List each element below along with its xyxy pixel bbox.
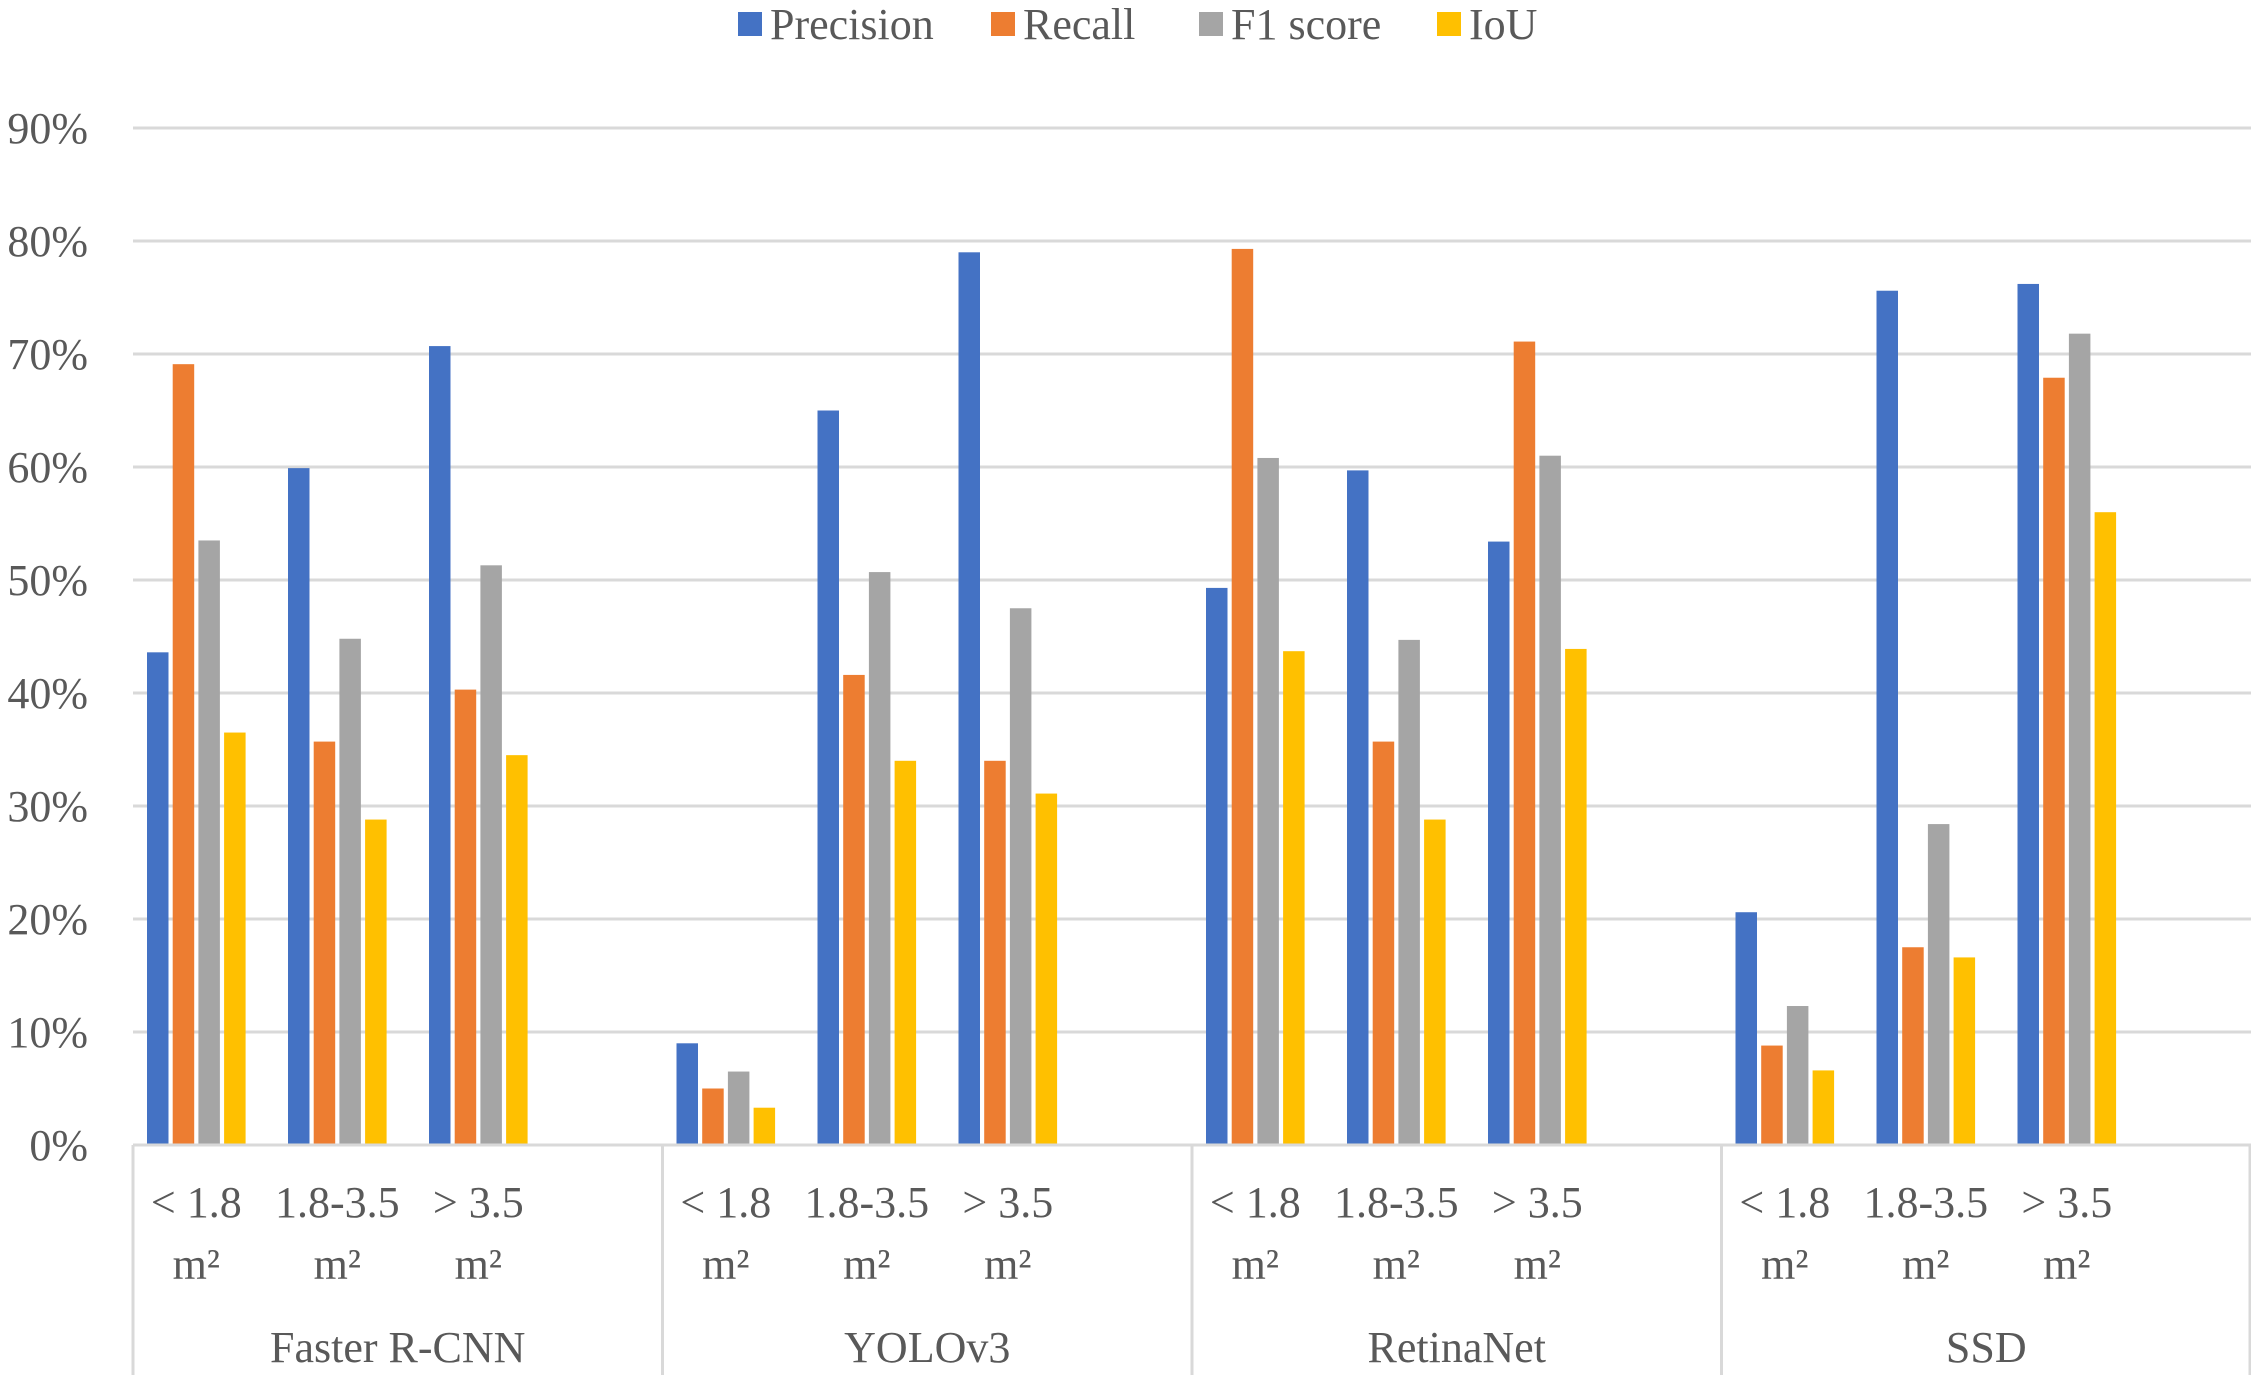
category-label: > 3.5 [962,1178,1053,1227]
bar-precision [958,252,980,1146]
bar-f1-score [1786,1006,1809,1145]
bar-f1-score [339,638,361,1145]
category-label: m² [314,1240,361,1289]
bar-iou [1035,793,1058,1145]
group-label: RetinaNet [1368,1323,1546,1372]
y-tick-label: 30% [7,782,88,831]
group-label: Faster R-CNN [270,1323,525,1372]
legend-swatch [1199,12,1223,36]
category-label: m² [1232,1240,1279,1289]
bar-f1-score [2068,333,2091,1145]
y-tick-label: 20% [7,895,88,944]
bar-recall [172,364,195,1145]
group-label: SSD [1946,1323,2027,1372]
bar-recall [454,689,477,1145]
bar-iou [2094,512,2117,1145]
legend-label: Precision [770,0,934,49]
y-tick-label: 80% [7,217,88,266]
bar-recall [1231,248,1254,1145]
group-label: YOLOv3 [844,1323,1010,1372]
bar-iou [753,1107,776,1145]
bar-f1-score [1927,824,1950,1145]
bar-precision [147,652,169,1145]
y-axis: 0% 10% 20% 30% 40% 50% 60% 70% 80% 90% [7,104,88,1170]
category-label: m² [702,1240,749,1289]
legend-label: F1 score [1231,0,1381,49]
bar-f1-score [1257,457,1279,1146]
category-label: < 1.8 [680,1178,771,1227]
category-label: > 3.5 [1492,1178,1583,1227]
bar-recall [1372,741,1395,1145]
bar-recall [1761,1045,1783,1145]
category-label: > 3.5 [433,1178,524,1227]
category-label: m² [2043,1240,2090,1289]
bar-recall [702,1088,724,1145]
legend: Precision Recall F1 score IoU [738,0,1537,49]
legend-swatch [991,12,1015,36]
bar-recall [2043,377,2065,1146]
category-label: 1.8-3.5 [804,1178,929,1227]
category-label: 1.8-3.5 [275,1178,400,1227]
category-label: m² [1373,1240,1420,1289]
bar-precision [1206,587,1228,1145]
category-label: m² [984,1240,1031,1289]
category-label: 1.8-3.5 [1863,1178,1988,1227]
y-tick-label: 90% [7,104,88,153]
bar-f1-score [198,540,220,1145]
y-tick-label: 50% [7,556,88,605]
bar-precision [676,1043,698,1145]
bar-recall [1902,947,1924,1145]
bar-iou [1424,819,1446,1145]
bar-f1-score [480,565,502,1145]
bar-iou [1953,957,1976,1145]
bar-recall [1513,341,1536,1145]
bar-recall [843,674,865,1145]
category-label: m² [1761,1240,1808,1289]
bar-iou [365,819,387,1145]
y-tick-label: 70% [7,330,88,379]
bar-iou [1283,651,1305,1145]
bar-f1-score [868,572,891,1145]
bar-f1-score [1539,455,1561,1145]
bar-iou [506,755,528,1145]
category-label: m² [1902,1240,1949,1289]
y-tick-label: 60% [7,443,88,492]
bar-f1-score [727,1071,750,1145]
bar-precision [817,410,839,1145]
bar-precision [1735,912,1757,1145]
category-label: m² [173,1240,220,1289]
legend-swatch [738,12,762,36]
category-label: < 1.8 [1210,1178,1301,1227]
legend-label: IoU [1469,0,1537,49]
y-tick-label: 10% [7,1008,88,1057]
legend-swatch [1437,12,1461,36]
bar-precision [1347,470,1369,1145]
category-label: > 3.5 [2021,1178,2112,1227]
y-tick-label: 40% [7,669,88,718]
x-axis: < 1.8 m² 1.8-3.5 m² > 3.5 m² Faster R-CNN < 1.8… [131,1143,2251,1375]
bar-iou [224,732,246,1145]
bar-precision [1876,290,1898,1146]
legend-label: Recall [1023,0,1135,49]
category-label: < 1.8 [1739,1178,1830,1227]
category-label: m² [843,1240,890,1289]
category-label: 1.8-3.5 [1334,1178,1459,1227]
bar-precision [288,468,310,1145]
bars [147,248,2117,1146]
category-label: < 1.8 [151,1178,242,1227]
bar-f1-score [1009,608,1032,1145]
bar-precision [1488,541,1510,1145]
bar-precision [2017,283,2039,1145]
y-tick-label: 0% [29,1121,88,1170]
bar-recall [984,760,1006,1145]
bar-iou [1812,1070,1835,1145]
category-label: m² [455,1240,502,1289]
bar-iou [1565,648,1587,1145]
bar-f1-score [1398,639,1420,1145]
bar-iou [894,760,917,1145]
bar-recall [313,741,336,1145]
bar-precision [429,346,451,1146]
category-label: m² [1514,1240,1561,1289]
